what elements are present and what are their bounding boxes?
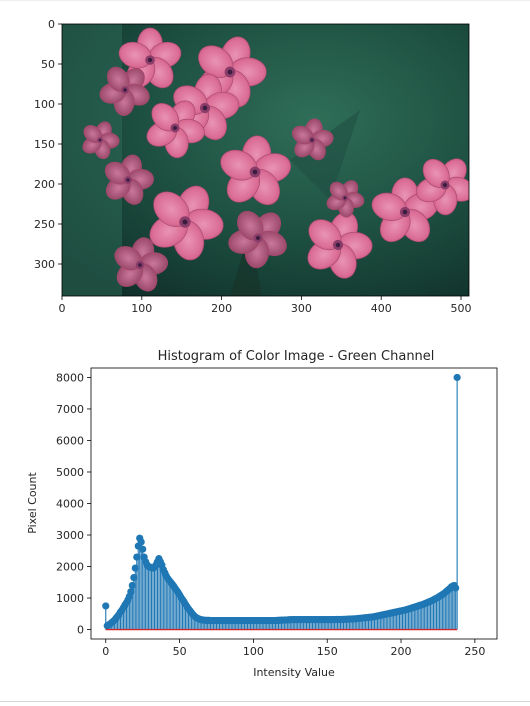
image-y-tick-label: 0 [48,18,55,31]
histogram-marker [127,588,135,596]
histogram-marker [102,602,110,610]
histogram-y-tick-label: 8000 [56,371,84,384]
histogram-y-tick-label: 4000 [56,498,84,511]
flower-photo [62,24,469,296]
histogram-marker [453,373,461,382]
histogram-marker [139,545,147,553]
histogram-x-tick-label: 50 [173,645,187,658]
histogram-x-tick-label: 100 [243,645,264,658]
image-x-tick-label: 100 [131,302,152,315]
image-x-tick-label: 400 [371,302,392,315]
histogram-y-tick-label: 1000 [56,592,84,605]
histogram-stems [102,373,461,631]
histogram-marker [137,538,145,546]
histogram-x-tick-label: 250 [464,645,485,658]
image-y-tick-label: 200 [34,178,55,191]
histogram-marker [128,581,136,590]
histogram-marker [452,584,460,592]
histogram-marker [131,564,139,572]
histogram-marker [130,573,138,582]
image-x-tick-label: 500 [451,302,472,315]
histogram-x-tick-label: 0 [102,645,109,658]
image-y-tick-label: 300 [34,258,55,271]
image-x-tick-label: 200 [211,302,232,315]
green-channel-histogram: Histogram of Color Image - Green Channel… [26,349,498,679]
flower-image-plot: 0 100 200 300 400 500 0 50 100 150 200 250 300 [34,18,472,315]
histogram-y-label: Pixel Count [26,472,39,534]
histogram-x-label: Intensity Value [253,666,335,679]
histogram-y-tick-label: 2000 [56,561,84,574]
image-x-tick-label: 0 [59,302,66,315]
histogram-title: Histogram of Color Image - Green Channel [158,349,435,364]
histogram-y-tick-label: 7000 [56,403,84,416]
histogram-y-tick-label: 3000 [56,529,84,542]
histogram-x-tick-label: 150 [317,645,338,658]
histogram-y-tick-label: 5000 [56,466,84,479]
image-x-tick-label: 300 [291,302,312,315]
image-y-tick-label: 100 [34,98,55,111]
histogram-y-tick-label: 6000 [56,434,84,447]
histogram-y-tick-label: 0 [77,624,84,637]
histogram-marker [133,553,141,561]
histogram-x-tick-label: 200 [391,645,412,658]
image-y-tick-label: 150 [34,138,55,151]
image-y-tick-label: 50 [41,58,55,71]
image-y-tick-label: 250 [34,218,55,231]
